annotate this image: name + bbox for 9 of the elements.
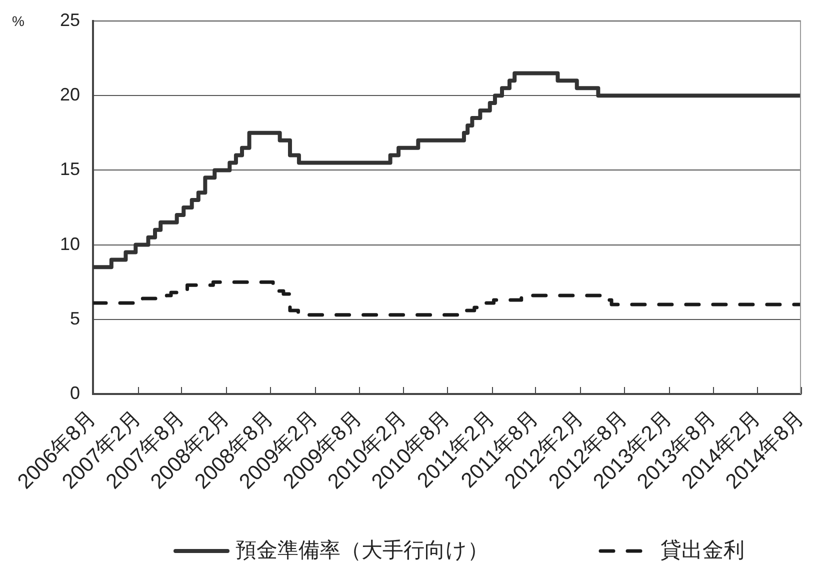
y-tick-label: 10 (60, 234, 80, 254)
y-tick-label: 20 (60, 84, 80, 105)
legend-label: 貸出金利 (660, 538, 744, 562)
legend-label: 預金準備率（大手行向け） (236, 538, 488, 562)
y-tick-label: 15 (60, 159, 80, 180)
y-tick-label: 5 (70, 308, 80, 328)
y-tick-label: 25 (60, 10, 80, 30)
y-axis-title: % (12, 12, 24, 29)
y-tick-label: 0 (70, 382, 80, 403)
